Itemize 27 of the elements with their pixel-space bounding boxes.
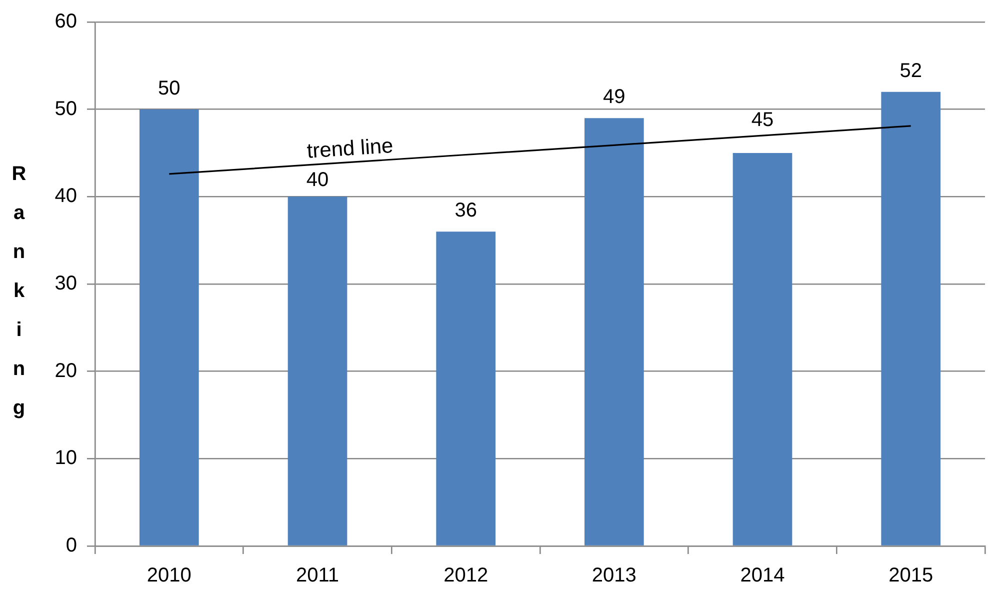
bar bbox=[288, 196, 348, 546]
y-tick-label: 30 bbox=[54, 272, 77, 295]
y-tick-label: 20 bbox=[54, 360, 77, 382]
data-label: 36 bbox=[454, 200, 477, 222]
data-label: 52 bbox=[900, 60, 922, 82]
data-label: 49 bbox=[603, 86, 626, 108]
x-tick-label: 2014 bbox=[740, 564, 785, 587]
bar bbox=[436, 232, 496, 546]
x-tick-label: 2015 bbox=[888, 564, 934, 587]
y-tick-label: 0 bbox=[66, 534, 77, 557]
x-tick-label: 2013 bbox=[592, 564, 636, 587]
bar bbox=[732, 153, 792, 546]
x-tick-label: 2011 bbox=[296, 564, 340, 587]
bar bbox=[881, 92, 940, 546]
data-label: 50 bbox=[158, 77, 180, 100]
y-tick-label: 10 bbox=[54, 447, 77, 470]
bar bbox=[584, 118, 644, 546]
data-label: 40 bbox=[306, 169, 329, 192]
y-tick-label: 40 bbox=[54, 185, 77, 208]
x-tick-label: 2012 bbox=[444, 564, 488, 587]
x-tick-label: 2010 bbox=[146, 564, 192, 587]
data-label: 45 bbox=[751, 108, 774, 131]
y-tick-label: 60 bbox=[54, 10, 77, 33]
y-tick-label: 50 bbox=[54, 98, 77, 120]
y-axis-title: Ranking bbox=[8, 163, 30, 436]
annotation: trend line bbox=[306, 134, 394, 163]
bar bbox=[140, 109, 199, 546]
